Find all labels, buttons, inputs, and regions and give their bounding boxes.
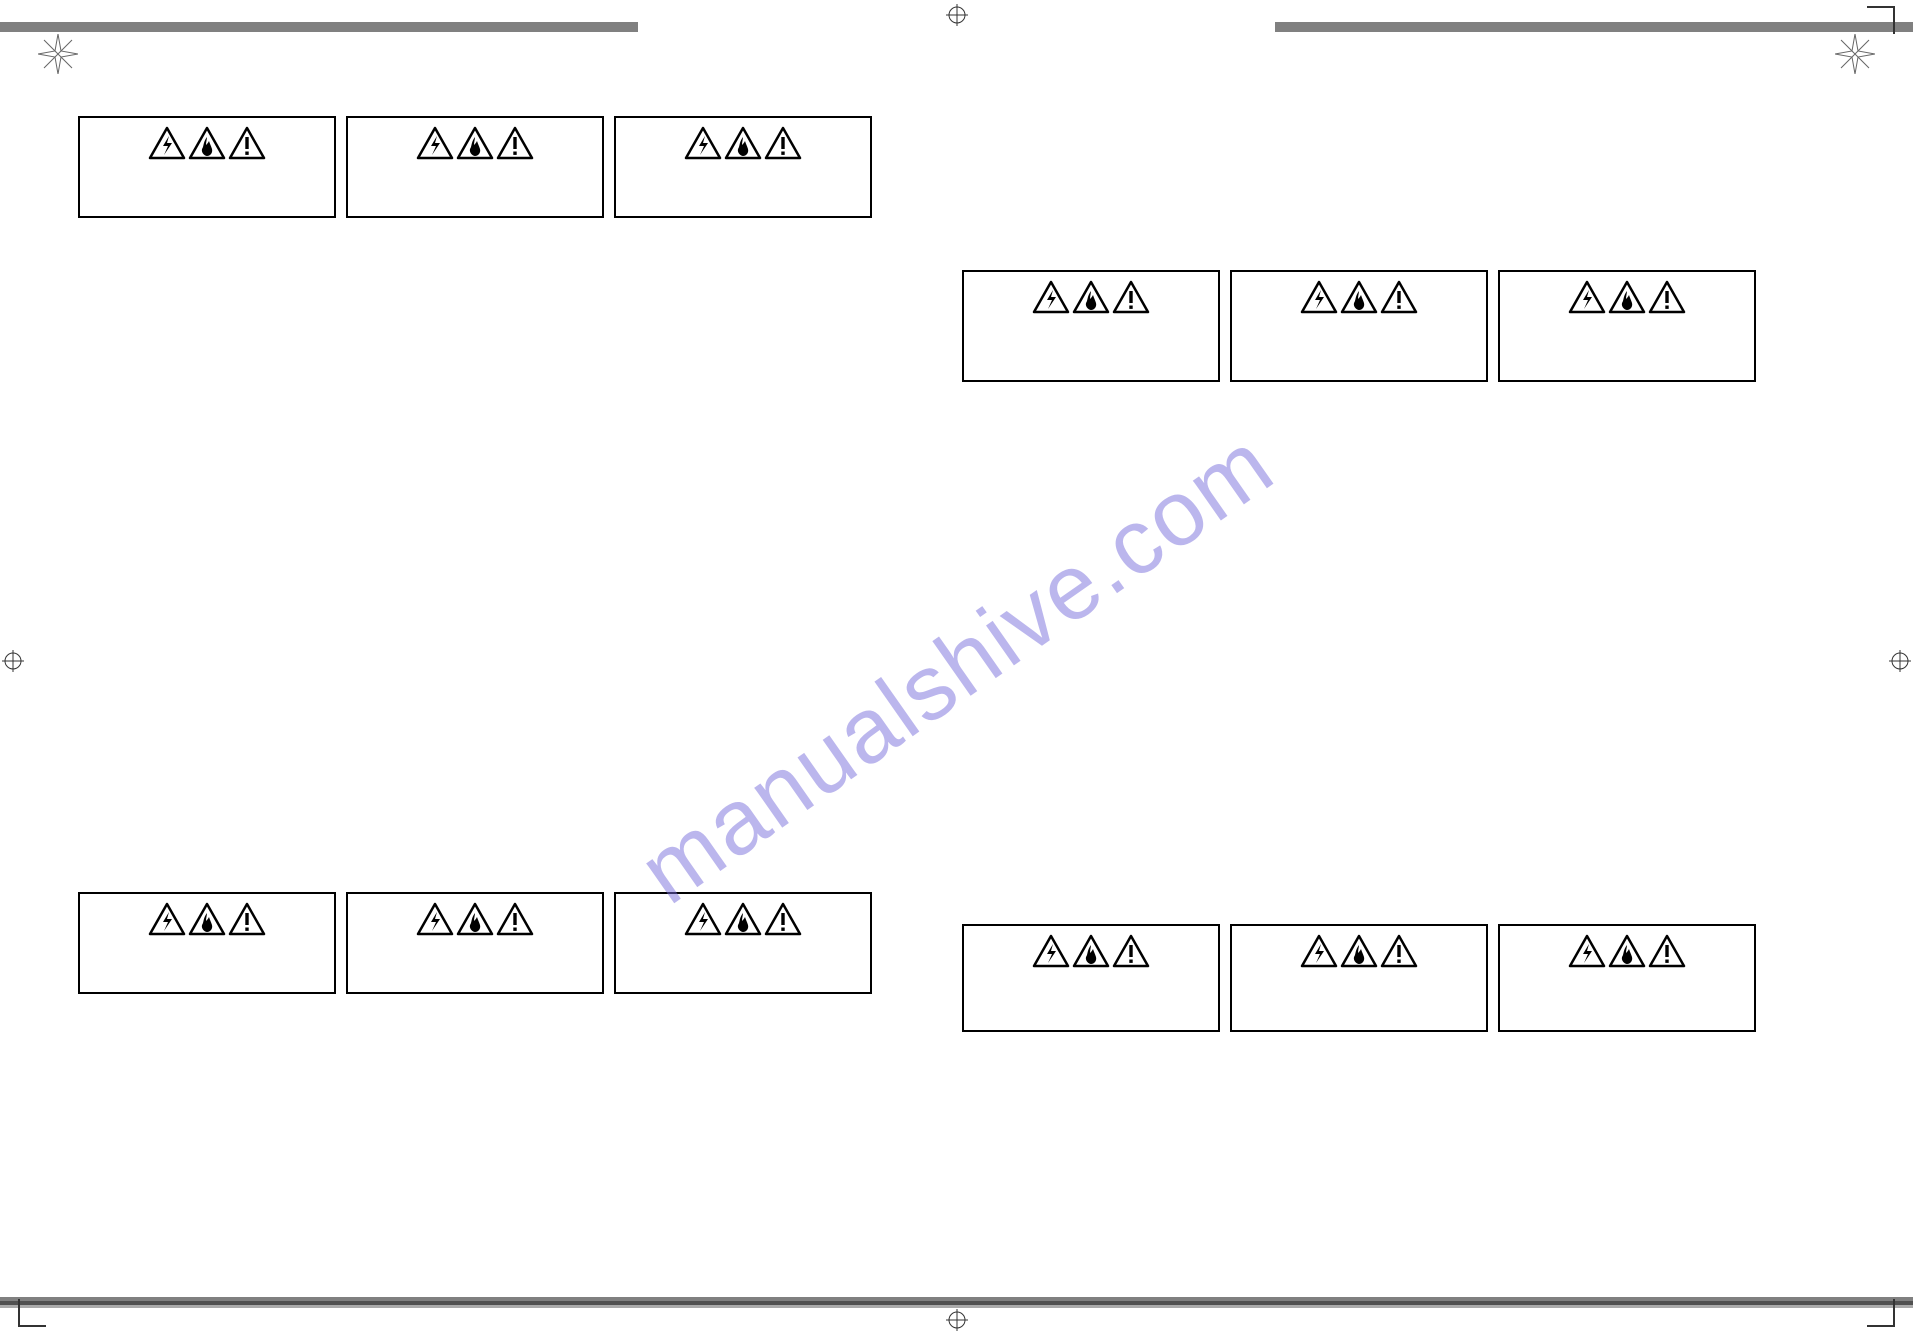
general-caution-icon (496, 126, 534, 165)
registration-mark-bottom (946, 1309, 968, 1331)
general-caution-icon (1648, 934, 1686, 973)
electric-shock-warning-icon (1568, 934, 1606, 973)
general-caution-icon (764, 126, 802, 165)
registration-mark-top (946, 4, 968, 26)
print-bar-top-left (0, 22, 638, 32)
electric-shock-warning-icon (1300, 934, 1338, 973)
general-caution-icon (228, 126, 266, 165)
warning-box-row (962, 924, 1756, 1032)
fire-warning-icon (724, 902, 762, 941)
electric-shock-warning-icon (148, 126, 186, 165)
warning-box-row (962, 270, 1756, 382)
general-caution-icon (228, 902, 266, 941)
fire-warning-icon (1072, 280, 1110, 319)
electric-shock-warning-icon (416, 126, 454, 165)
fire-warning-icon (456, 902, 494, 941)
fire-warning-icon (188, 902, 226, 941)
general-caution-icon (764, 902, 802, 941)
fire-warning-icon (188, 126, 226, 165)
fire-warning-icon (1608, 934, 1646, 973)
electric-shock-warning-icon (1032, 934, 1070, 973)
general-caution-icon (1380, 280, 1418, 319)
electric-shock-warning-icon (1300, 280, 1338, 319)
warning-box (1230, 270, 1488, 382)
warning-box (346, 892, 604, 994)
warning-box-row (78, 892, 872, 994)
fire-warning-icon (1340, 280, 1378, 319)
star-glyph-top-right (1835, 34, 1875, 74)
warning-box (614, 116, 872, 218)
warning-box (1498, 924, 1756, 1032)
warning-box-row (78, 116, 872, 218)
electric-shock-warning-icon (148, 902, 186, 941)
warning-box (962, 270, 1220, 382)
warning-box (614, 892, 872, 994)
electric-shock-warning-icon (1568, 280, 1606, 319)
warning-box (346, 116, 604, 218)
print-bar-top-right (1275, 22, 1913, 32)
electric-shock-warning-icon (684, 126, 722, 165)
fire-warning-icon (1608, 280, 1646, 319)
warning-box (1498, 270, 1756, 382)
general-caution-icon (1648, 280, 1686, 319)
warning-box (1230, 924, 1488, 1032)
warning-box (78, 892, 336, 994)
print-bar-bottom (0, 1297, 1913, 1305)
crop-mark-bottom-right (1867, 1299, 1895, 1327)
electric-shock-warning-icon (416, 902, 454, 941)
registration-mark-left (2, 650, 24, 672)
general-caution-icon (1112, 280, 1150, 319)
electric-shock-warning-icon (684, 902, 722, 941)
watermark-text: manualshive.com (621, 411, 1292, 925)
fire-warning-icon (724, 126, 762, 165)
fire-warning-icon (1072, 934, 1110, 973)
general-caution-icon (496, 902, 534, 941)
warning-box (962, 924, 1220, 1032)
crop-mark-top-right (1867, 6, 1895, 34)
warning-box (78, 116, 336, 218)
fire-warning-icon (1340, 934, 1378, 973)
general-caution-icon (1380, 934, 1418, 973)
crop-mark-bottom-left (18, 1299, 46, 1327)
fire-warning-icon (456, 126, 494, 165)
star-glyph-top-left (38, 34, 78, 74)
electric-shock-warning-icon (1032, 280, 1070, 319)
general-caution-icon (1112, 934, 1150, 973)
registration-mark-right (1889, 650, 1911, 672)
